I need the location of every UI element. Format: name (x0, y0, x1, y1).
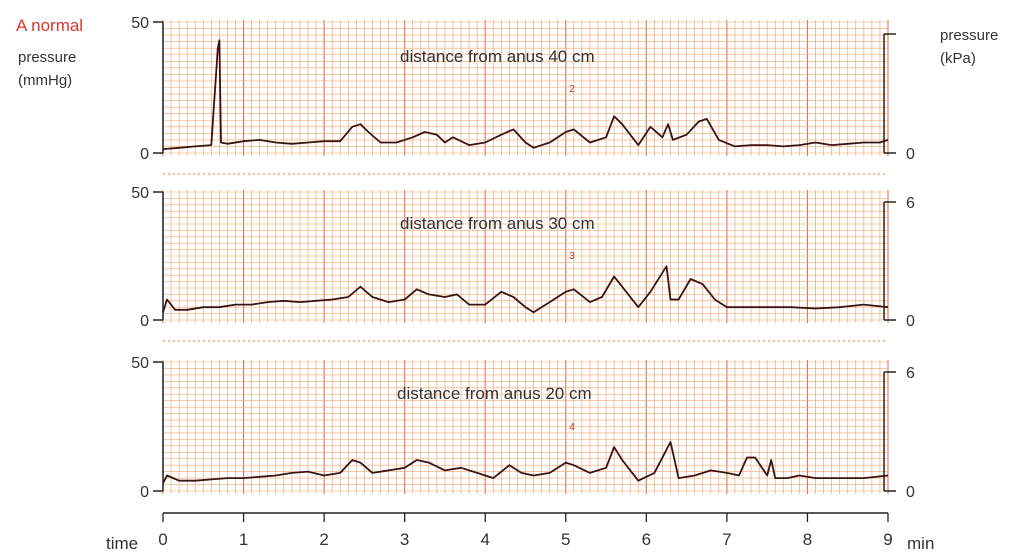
panel-title: distance from anus 20 cm (397, 384, 592, 403)
right-axis-label-line2: (kPa) (940, 50, 976, 67)
time-tick-label: 7 (722, 530, 731, 549)
left-tick-label: 0 (140, 146, 149, 163)
time-tick-label: 6 (642, 530, 651, 549)
figure-label: A normal (16, 16, 83, 35)
time-tick-label: 5 (561, 530, 570, 549)
time-tick-label: 2 (319, 530, 328, 549)
channel-mark: 2 (569, 84, 575, 95)
time-tick-label: 8 (803, 530, 812, 549)
time-axis-label: time (106, 534, 138, 552)
left-tick-label: 50 (131, 355, 149, 372)
left-tick-label: 50 (131, 185, 149, 202)
panel-distance-40cm: 50 0 0 distance from anus 40 cm 2 (131, 15, 915, 175)
right-tick-label: 6 (906, 195, 915, 212)
panel-distance-20cm: 50 0 6 0 distance from anus 20 cm 4 (131, 355, 915, 501)
left-axis-label-line1: pressure (18, 49, 76, 66)
right-tick-label: 0 (906, 484, 915, 501)
channel-mark: 3 (569, 251, 575, 262)
right-tick-label: 0 (906, 313, 915, 330)
right-axis-label-line1: pressure (940, 27, 998, 44)
pressure-trace (162, 265, 889, 314)
pressure-trace (162, 39, 889, 150)
right-tick-label: 6 (906, 365, 915, 382)
right-tick-label: 0 (906, 146, 915, 163)
time-tick-label: 9 (883, 530, 892, 549)
left-tick-label: 0 (140, 313, 149, 330)
left-tick-label: 50 (131, 15, 149, 32)
time-tick-label: 4 (480, 530, 489, 549)
grid (162, 20, 889, 156)
time-tick-label: 3 (400, 530, 409, 549)
grid (162, 190, 889, 323)
pressure-trace (162, 441, 889, 484)
panel-title: distance from anus 40 cm (400, 47, 595, 66)
time-tick-label: 1 (239, 530, 248, 549)
left-tick-label: 0 (140, 484, 149, 501)
time-axis-unit: min (907, 534, 934, 552)
panel-title: distance from anus 30 cm (400, 214, 595, 233)
time-tick-label: 0 (158, 530, 167, 549)
channel-mark: 4 (569, 422, 575, 433)
panel-distance-30cm: 50 0 6 0 distance from anus 30 cm 3 (131, 185, 915, 342)
grid (162, 360, 889, 494)
left-axis-label-line2: (mmHg) (18, 72, 72, 89)
time-axis: 0 1 2 3 4 5 6 7 8 9 (158, 512, 893, 549)
